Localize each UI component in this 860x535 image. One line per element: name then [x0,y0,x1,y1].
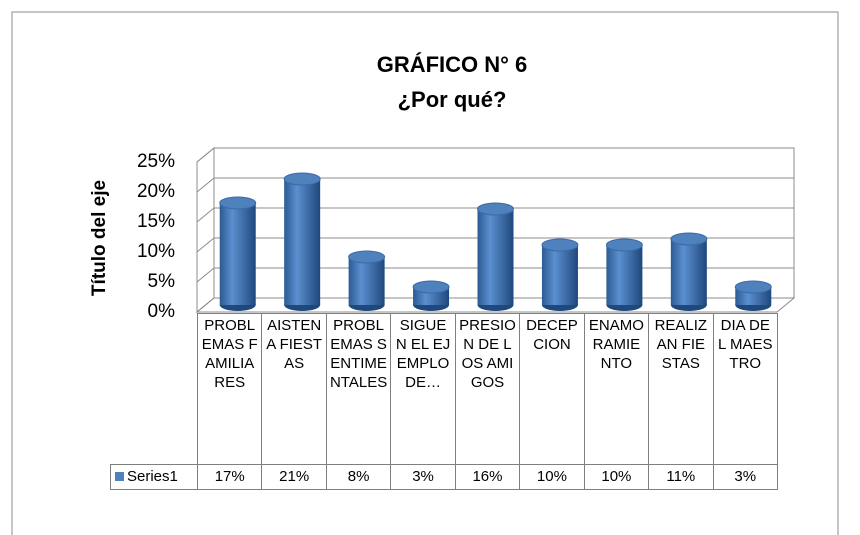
grid-line [196,207,794,223]
chart-title: GRÁFICO N° 6 [377,52,528,77]
x-tick-label: PRESION DE LOS AMIGOS [454,313,521,465]
bar [284,179,321,305]
legend-label: Series1 [127,468,178,485]
bar [348,257,385,305]
bar-top [477,202,514,216]
bar-group [219,196,257,311]
y-tick-label: 25% [137,151,175,172]
data-label: 3% [390,464,456,490]
x-tick-label: ENAMORAMIENTO [583,313,650,465]
bar-group [734,280,772,311]
x-tick-label: DECEPCION [519,313,585,465]
data-label: 10% [519,464,585,490]
x-tick-label: REALIZAN FIESTAS [648,313,714,465]
bar-top [283,172,321,186]
grid-line [196,147,794,163]
y-tick-label: 0% [148,301,176,322]
bar [670,239,707,305]
bar-top [734,280,772,294]
bar-top [541,238,579,252]
grid-line [196,177,794,193]
bar-group [670,232,708,311]
grid-line [196,237,794,253]
legend-cell: Series1 [110,464,198,490]
grid-line [196,297,794,313]
bar-group [348,250,386,311]
bar-group [605,238,643,311]
data-label: 8% [325,464,392,490]
x-tick-label: DIA DEL MAESTRO [712,313,778,465]
bar-top [219,196,257,210]
bar-top [348,250,386,264]
x-tick-label: SIGUEN EL EJEMPLO DE… [390,313,456,465]
bar [541,245,578,305]
bar-group [412,280,450,311]
y-tick-label: 5% [148,271,176,292]
bar-group [541,238,579,311]
bar-group [477,202,514,311]
plot-area: 0% 5% 10% 15% 20% 25% [137,146,796,322]
x-tick-label: PROBLEMAS SENTIMENTALES [325,313,392,465]
bar-group [283,172,321,311]
x-tick-label: AISTEN A FIESTAS [261,313,327,465]
side-wall [196,146,215,314]
bar-top [412,280,450,294]
y-tick-label: 20% [137,181,175,202]
y-axis-title: Título del eje [89,180,110,296]
data-label: 21% [261,464,327,490]
data-label: 11% [648,464,714,490]
chart-subtitle: ¿Por qué? [398,87,507,112]
x-tick-label: PROBLEMAS FAMILIARES [197,313,263,465]
bar [477,209,514,305]
y-tick-label: 10% [137,241,175,262]
bar [219,203,256,305]
data-label: 3% [712,464,778,490]
data-label: 16% [454,464,521,490]
bar [606,245,643,305]
bar-top [605,238,643,252]
legend-swatch [115,472,124,481]
grid-line [196,267,794,283]
y-tick-label: 15% [137,211,175,232]
data-label: 17% [197,464,263,490]
bar-top [670,232,708,246]
data-label: 10% [583,464,650,490]
